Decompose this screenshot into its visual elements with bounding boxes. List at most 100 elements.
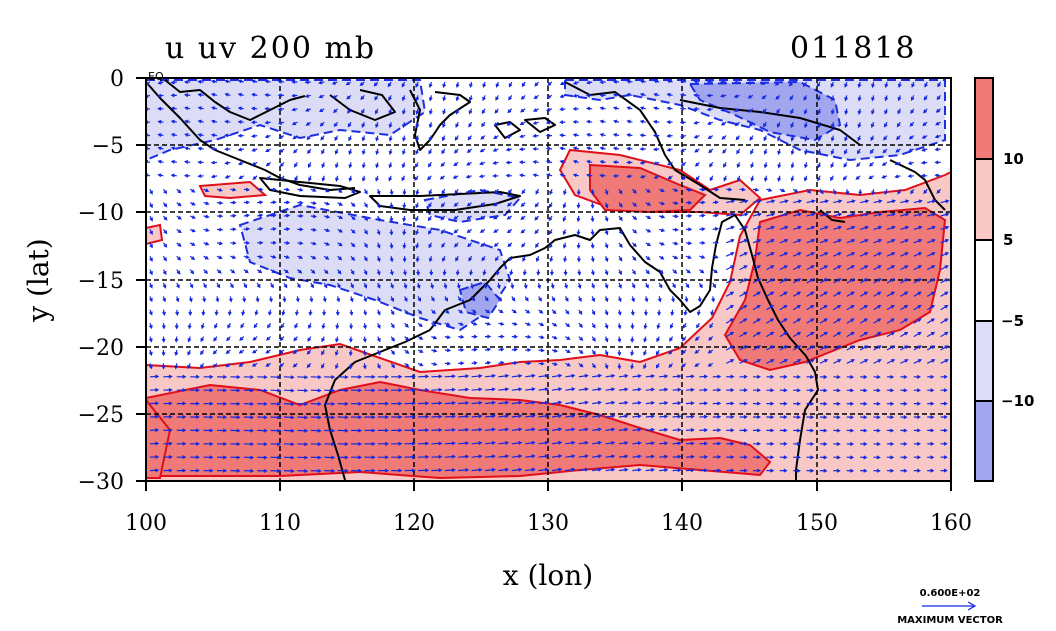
wind-vector — [415, 108, 420, 115]
wind-vector — [283, 468, 295, 473]
wind-vector — [793, 428, 801, 433]
wind-vector — [362, 349, 367, 357]
wind-vector — [323, 201, 331, 206]
wind-vector — [224, 133, 231, 138]
wind-vector — [726, 187, 733, 192]
wind-vector — [618, 202, 623, 208]
wind-vector — [350, 374, 363, 379]
wind-vector — [680, 148, 687, 152]
wind-vector — [817, 162, 822, 169]
wind-vector — [203, 455, 214, 460]
wind-vector — [443, 282, 448, 290]
wind-vector — [590, 189, 595, 196]
wind-vector — [844, 95, 849, 102]
wind-vector — [511, 440, 523, 445]
wind-vector — [817, 122, 822, 129]
x-tick-label: 100 — [125, 511, 167, 536]
equator-label: EQ — [148, 70, 164, 83]
wind-vector — [230, 428, 241, 433]
wind-vector — [884, 81, 889, 89]
wind-vector — [726, 428, 735, 433]
wind-vector — [257, 375, 268, 380]
wind-vector — [913, 238, 923, 244]
wind-vector — [940, 199, 950, 204]
wind-vector — [532, 160, 539, 164]
wind-vector — [257, 415, 268, 420]
wind-vector — [656, 323, 661, 330]
wind-vector — [683, 309, 688, 316]
wind-vector — [283, 401, 295, 406]
wind-vector — [251, 134, 258, 138]
wind-vector — [468, 95, 473, 102]
wind-vector — [243, 227, 251, 231]
wind-vector — [645, 282, 649, 289]
wind-vector — [766, 345, 775, 351]
wind-vector — [389, 189, 394, 196]
wind-vector — [659, 228, 666, 233]
wind-vector — [511, 296, 516, 302]
wind-vector — [265, 336, 271, 341]
wind-vector — [739, 359, 748, 364]
wind-vector — [693, 134, 700, 139]
wind-vector — [270, 455, 282, 460]
wind-vector — [549, 256, 554, 263]
wind-vector — [819, 468, 828, 473]
wind-vector — [750, 162, 755, 169]
wind-vector — [453, 215, 459, 220]
wind-vector — [652, 133, 660, 138]
wind-vector — [592, 454, 603, 459]
wind-vector — [373, 81, 379, 87]
wind-vector — [684, 296, 689, 303]
wind-vector — [280, 322, 285, 329]
wind-vector — [777, 148, 782, 155]
wind-vector — [645, 202, 652, 206]
wind-vector — [350, 242, 356, 248]
wind-vector — [404, 374, 416, 379]
wind-vector — [685, 441, 695, 446]
colorbar-bin-weak-negative — [975, 321, 993, 401]
wind-vector — [402, 122, 406, 129]
y-tick-label: −10 — [78, 201, 124, 226]
wind-vector — [174, 363, 179, 370]
wind-vector — [645, 414, 656, 419]
wind-vector — [631, 269, 636, 275]
wind-vector — [752, 359, 762, 364]
wind-vector — [549, 269, 554, 276]
wind-vector — [162, 309, 166, 316]
wind-vector — [176, 255, 182, 261]
wind-vector — [442, 269, 447, 276]
wind-vector — [401, 175, 406, 182]
wind-vector — [586, 159, 593, 164]
wind-vector — [402, 242, 407, 250]
wind-vector — [337, 269, 342, 275]
wind-vector — [428, 95, 433, 102]
wind-vector — [618, 269, 622, 276]
wind-vector — [766, 359, 775, 364]
wind-vector — [377, 388, 390, 393]
wind-vector — [184, 106, 191, 111]
wind-vector — [590, 256, 595, 263]
wind-vector — [431, 362, 438, 366]
wind-vector — [886, 278, 896, 284]
wind-vector — [270, 282, 274, 289]
wind-vector — [723, 162, 727, 168]
wind-vector — [175, 309, 180, 317]
wind-vector — [779, 291, 788, 297]
wind-vector — [376, 282, 381, 289]
wind-vector — [846, 304, 855, 311]
wind-vector — [163, 374, 173, 379]
wind-vector — [693, 120, 700, 125]
wind-vector — [672, 269, 678, 274]
wind-vector — [310, 401, 322, 406]
wind-vector — [201, 309, 206, 317]
wind-vector — [871, 81, 875, 89]
wind-vector — [484, 441, 496, 445]
wind-vector — [790, 135, 795, 142]
wind-vector — [886, 291, 895, 297]
wind-vector — [806, 225, 816, 230]
wind-vector — [591, 282, 595, 289]
wind-vector — [886, 225, 896, 230]
wind-vector — [685, 387, 695, 392]
wind-vector — [763, 162, 768, 169]
wind-vector — [565, 427, 576, 432]
